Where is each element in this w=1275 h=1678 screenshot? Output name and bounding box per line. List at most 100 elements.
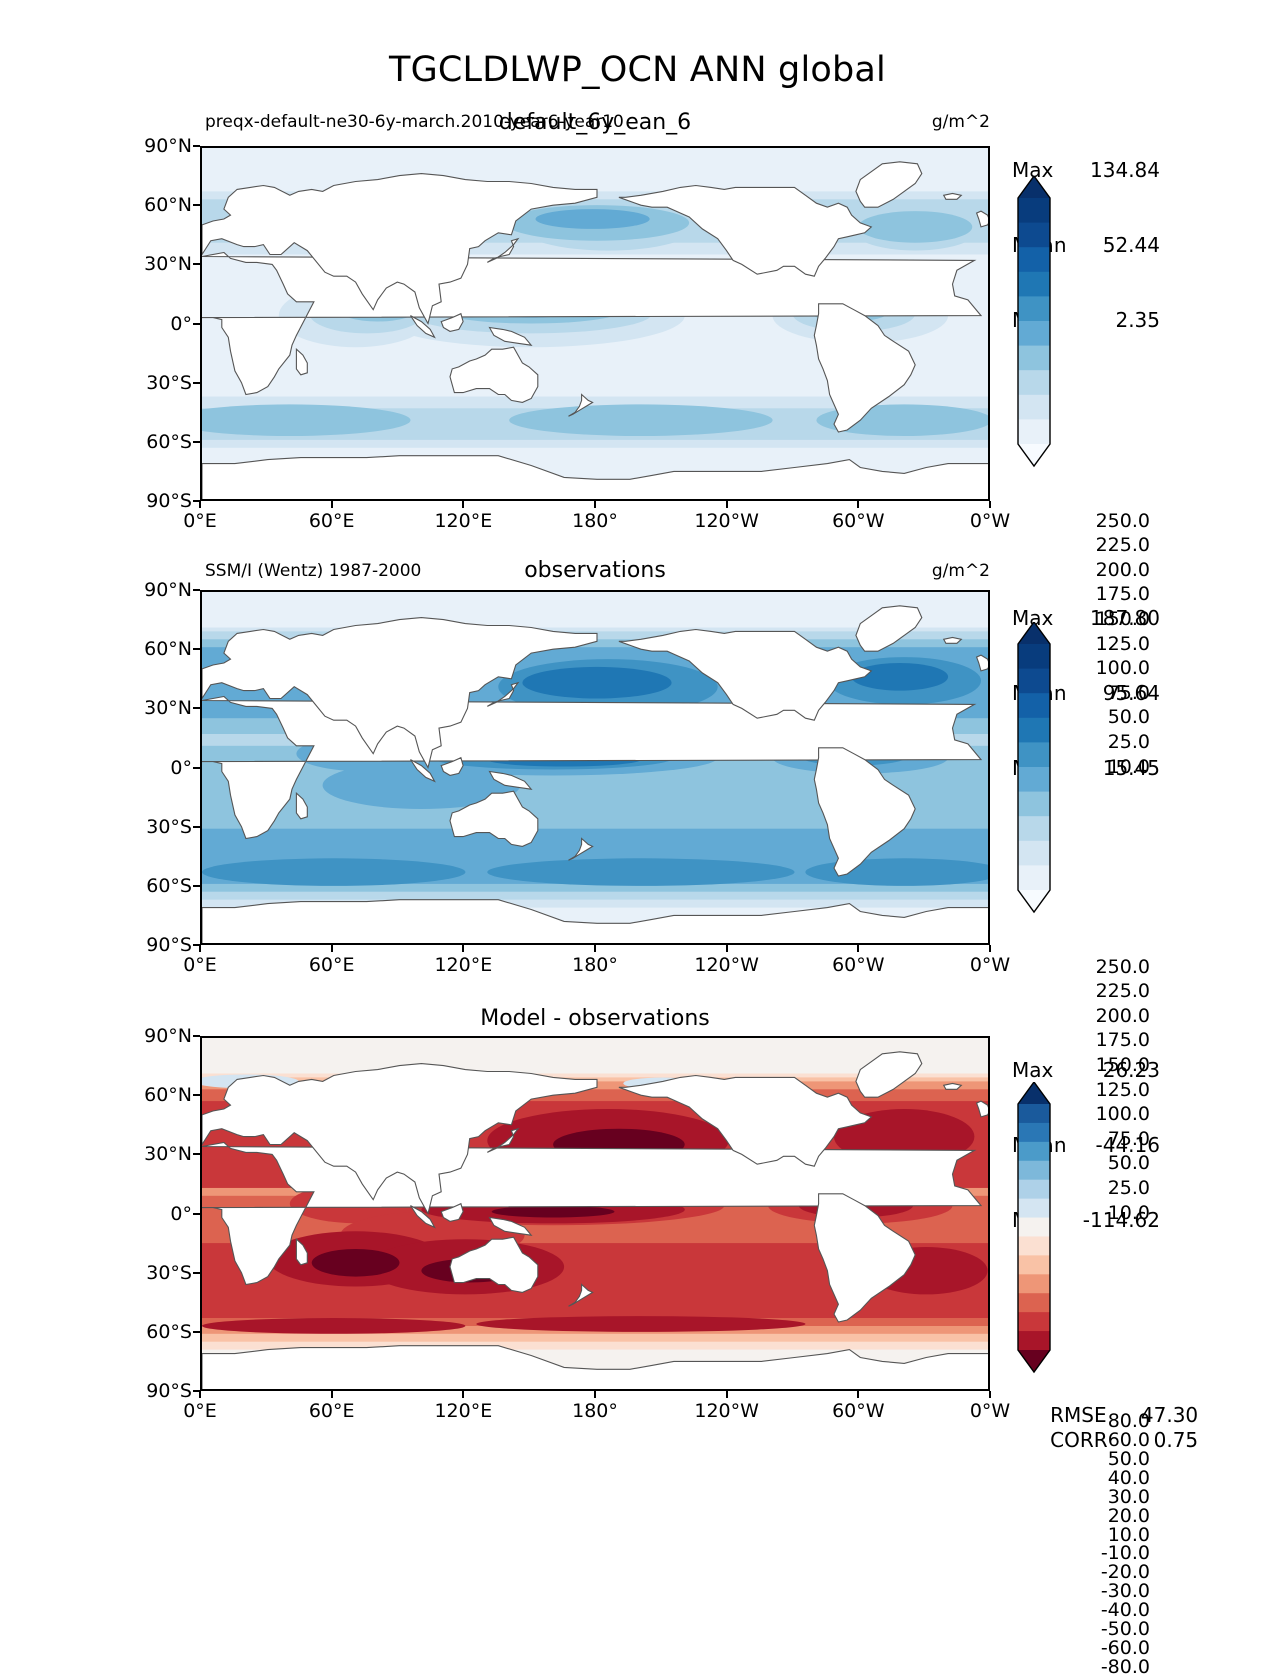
panel-difference-header-center: Model - observations [480,1006,710,1031]
lon-tick-mark [594,501,596,508]
lon-tick-mark [725,1391,728,1398]
lat-tick-label: 30°N [144,1143,192,1166]
colorbar-tick-label: 200.0 [1095,558,1150,581]
lat-tick-mark [193,1035,200,1037]
lat-tick-mark [193,263,200,266]
colorbar-tick-label: 80.0 [1107,1409,1150,1432]
lat-tick-mark [193,944,200,946]
lat-tick-label: 30°N [144,253,192,276]
lon-tick-mark [462,945,465,952]
colorbar-tick-label: -20.0 [1100,1561,1150,1584]
lat-tick-label: 60°N [144,194,192,217]
lon-tick-mark [594,1391,596,1398]
lon-tick-label: 180° [572,510,618,532]
colorbar-tick-label: 25.0 [1107,731,1150,753]
colorbar-tick-label: 10.0 [1107,755,1150,778]
colorbar-tick-label: 150.0 [1095,608,1150,630]
lat-tick-mark [193,500,200,502]
panel-model-header-left: preqx-default-ne30-6y-march.2010-year6-y… [205,112,624,132]
lat-tick-mark [193,1271,200,1274]
colorbar-tick-label: 250.0 [1095,509,1150,532]
lon-tick-mark [989,1391,991,1398]
panel-model-header-center: default_6y_ean_6 [498,110,692,135]
stat-row: Max 26.23 [1012,1058,1160,1082]
colorbar-tick-label: 100.0 [1095,657,1150,680]
lat-tick-label: 0° [170,312,192,335]
lat-tick-label: 60°S [146,430,192,453]
lon-tick-label: 0°E [183,510,217,532]
lat-tick-mark [193,1330,200,1333]
colorbar-tick-label: 175.0 [1095,583,1150,606]
lon-tick-label: 120°W [694,1400,759,1422]
lat-tick-mark [193,707,200,710]
lon-tick-label: 60°W [832,510,885,532]
colorbar-tick-label: 125.0 [1095,632,1150,655]
lon-tick-label: 60°E [308,510,355,532]
lon-tick-label: 60°E [308,954,355,976]
lat-tick-label: 90°S [146,1380,192,1402]
colorbar-tick-label: 100.0 [1095,1103,1150,1126]
lat-tick-mark [193,322,200,325]
lat-tick-mark [193,381,200,384]
colorbar-model: 250.0 225.0 200.0 175.0 150.0 125.0 100.0 75.0 5… [1012,174,1150,778]
lat-tick-mark [193,1212,200,1215]
lon-tick-label: 60°W [832,1400,885,1422]
lon-tick-mark [857,1391,860,1398]
colorbar-tick-label: 150.0 [1095,1054,1150,1076]
lat-tick-mark [193,766,200,769]
lon-tick-mark [330,501,333,508]
lon-tick-label: 0°E [183,1400,217,1422]
colorbar-tick-label: 250.0 [1095,955,1150,978]
lat-tick-label: 90°N [144,579,192,601]
lat-tick-label: 0° [170,756,192,779]
colorbar-tick-label: 225.0 [1095,534,1150,557]
colorbar-tick-label: 20.0 [1107,1504,1150,1527]
lat-tick-label: 90°S [146,490,192,512]
lon-tick-label: 0°W [969,510,1011,532]
lon-tick-label: 120°E [434,954,493,976]
lon-tick-mark [725,945,728,952]
lon-tick-mark [594,945,596,952]
colorbar-tick-label: 75.0 [1107,681,1150,704]
lon-tick-mark [199,945,201,952]
lon-tick-label: 180° [572,954,618,976]
lat-tick-mark [193,825,200,828]
lon-tick-mark [725,501,728,508]
lat-tick-label: 30°N [144,697,192,720]
colorbar-tick-label: -50.0 [1100,1618,1150,1641]
stat-row: RMSE 47.30 [1050,1403,1199,1427]
lon-tick-label: 180° [572,1400,618,1422]
lat-tick-label: 90°N [144,135,192,157]
lat-tick-label: 90°S [146,934,192,956]
lon-tick-mark [199,501,201,508]
lon-tick-label: 120°E [434,510,493,532]
lat-tick-mark [193,145,200,147]
panel-model-header-right: g/m^2 [931,112,990,132]
lon-tick-label: 60°W [832,954,885,976]
colorbar-tick-label: 10.0 [1107,1523,1150,1546]
lat-tick-mark [193,1094,200,1097]
lon-tick-label: 0°W [969,1400,1011,1422]
stat-row: Max 134.84 [1012,158,1160,182]
panel-observations-header-right: g/m^2 [931,561,990,581]
lat-tick-mark [193,204,200,207]
lat-tick-label: 30°S [146,1261,192,1284]
colorbar-tick-label: 30.0 [1107,1485,1150,1508]
lat-tick-label: 60°S [146,874,192,897]
colorbar-tick-label: 75.0 [1107,1127,1150,1150]
lat-tick-mark [193,1390,200,1392]
lon-tick-label: 120°W [694,954,759,976]
lat-tick-label: 60°S [146,1320,192,1343]
panel-difference-footer-stats: RMSE 47.30 CORR 0.75 [1012,1378,1198,1478]
lat-tick-label: 60°N [144,638,192,661]
lat-tick-mark [193,884,200,887]
lat-tick-label: 0° [170,1202,192,1225]
colorbar-tick-label: 10.0 [1107,1201,1150,1224]
map-difference [200,1036,990,1391]
lon-tick-mark [330,945,333,952]
lon-tick-mark [857,501,860,508]
panel-observations-header-center: observations [524,558,666,583]
lon-tick-mark [857,945,860,952]
colorbar-tick-label: 175.0 [1095,1029,1150,1052]
